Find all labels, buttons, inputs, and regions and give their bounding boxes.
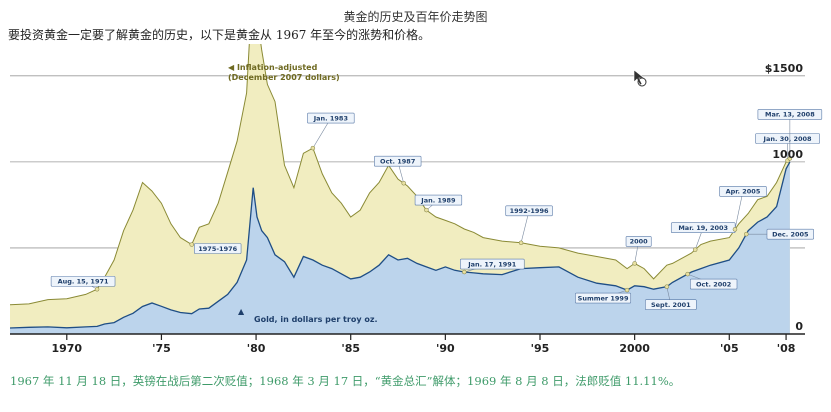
axis-layer: $1500 1000 0 1970 '75 '80 '85 '90 '95 2000 '05 '08 (10, 62, 805, 355)
annotation-box (460, 258, 525, 270)
annotation-leader (520, 210, 530, 243)
annotation-label: 2000 (630, 238, 649, 246)
cursor-icon (633, 69, 647, 87)
annotation-dot (632, 261, 637, 266)
annotation-box (505, 205, 553, 217)
annotation-box (689, 278, 738, 290)
annotation-dot (685, 271, 690, 277)
annotation-dot (692, 247, 698, 252)
x-tick-label: '08 (777, 342, 796, 355)
annotation-label: Oct. 2002 (696, 280, 731, 288)
annotation-dot (424, 207, 429, 213)
x-tick-label: '80 (247, 342, 266, 355)
annotation-dot (94, 286, 100, 292)
annotation-layer: Jan. 21, 1980Aug. 15, 19711975-1976Jan. … (50, 63, 823, 324)
annotation-box (50, 275, 116, 287)
y-tick-label: 0 (795, 320, 803, 333)
annotation-label: 1992-1996 (510, 207, 549, 215)
annotation-box (575, 292, 632, 304)
annotation-dot (732, 227, 738, 232)
annotation-leader (734, 191, 744, 230)
annotation-box (374, 155, 422, 167)
annotation-label: 1975-1976 (198, 245, 237, 253)
annotation-box (766, 228, 814, 240)
x-tick-label: 2000 (619, 342, 650, 355)
annotation-label: Apr. 2005 (726, 188, 761, 196)
series-area-0 (10, 44, 790, 334)
annotation-dot (310, 145, 316, 151)
annotation-label: Jan. 30, 2008 (763, 135, 813, 143)
annotation-label: Mar. 19, 2003 (678, 224, 728, 232)
annotation-label: Oct. 1987 (380, 158, 415, 166)
annotation-label: Jan. 1989 (420, 196, 456, 204)
annotation-dot (189, 242, 194, 247)
gold-series-label: ▲ (238, 307, 245, 316)
gold-series-label-text: Gold, in dollars per troy oz. (254, 315, 378, 324)
gold-price-chart: Jan. 21, 1980Aug. 15, 19711975-1976Jan. … (0, 44, 831, 370)
annotation-box (719, 186, 767, 197)
y-tick-label: $1500 (765, 62, 804, 75)
annotation-dot (787, 156, 793, 161)
annotation-label: Summer 1999 (578, 294, 629, 302)
annotation-label: Sept. 2001 (651, 301, 691, 309)
annotation-box (414, 194, 463, 206)
footnote-text: 1967 年 11 月 18 日，英镑在战后第二次贬值；1968 年 3 月 1… (10, 374, 681, 388)
annotation-dot (744, 231, 749, 237)
inflation-series-label: ◀ Inflation-adjusted (228, 63, 318, 72)
annotation-dot (462, 269, 467, 275)
annotation-label: Aug. 15, 1971 (58, 278, 109, 286)
x-tick-label: '05 (720, 342, 739, 355)
annotation-box (755, 133, 820, 144)
x-tick-label: '75 (152, 342, 171, 355)
annotation-dot (624, 287, 630, 293)
annotation-box (757, 109, 823, 120)
annotation-box (194, 243, 242, 254)
annotation-dot (664, 284, 670, 289)
x-tick-label: '85 (341, 342, 360, 355)
x-tick-label: '95 (531, 342, 550, 355)
annotation-label: Mar. 13, 2008 (765, 111, 815, 119)
series-area-1 (10, 161, 790, 334)
annotation-dot (518, 240, 524, 246)
intro-text: 要投资黄金一定要了解黄金的历史，以下是黄金从 1967 年至今的涨势和价格。 (8, 28, 431, 42)
annotation-box (307, 112, 355, 124)
annotation-label: Jan. 1983 (313, 114, 348, 122)
annotation-box (625, 236, 652, 247)
x-tick-label: 1970 (51, 342, 82, 355)
x-tick-label: '90 (436, 342, 455, 355)
annotation-dot (401, 180, 406, 186)
series-line-0 (9, 44, 791, 306)
page-title: 黄金的历史及百年价走势图 (343, 10, 488, 24)
annotation-label: Dec. 2005 (772, 230, 809, 238)
annotation-label: Jan. 17, 1991 (467, 260, 517, 268)
inflation-series-sublabel: (December 2007 dollars) (228, 73, 340, 82)
y-tick-label: 1000 (772, 148, 803, 161)
annotation-box (645, 299, 697, 310)
